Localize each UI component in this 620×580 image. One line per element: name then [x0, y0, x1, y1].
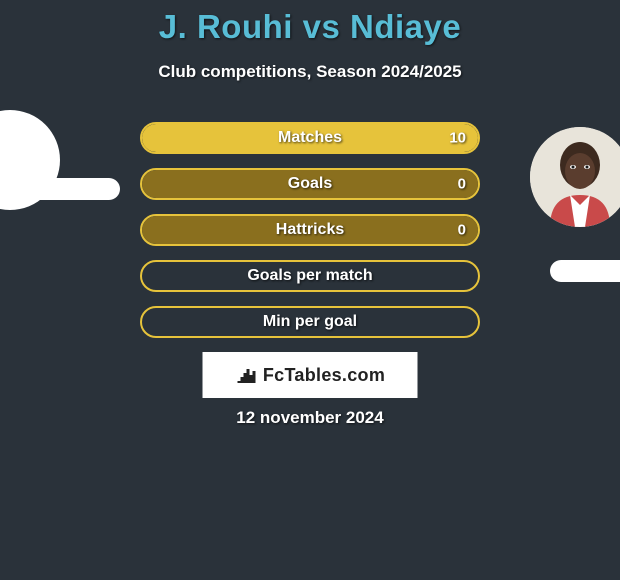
stat-label: Goals: [288, 175, 332, 193]
stat-row: Goals 0: [140, 168, 480, 200]
stat-value-right: 0: [458, 176, 466, 193]
stat-label: Matches: [278, 129, 342, 147]
page-title: J. Rouhi vs Ndiaye: [0, 0, 620, 46]
stat-rows-container: Matches 10 Goals 0 Hattricks 0 Goals per match…: [140, 122, 480, 338]
date-label: 12 november 2024: [236, 408, 383, 428]
logo-text: FcTables.com: [263, 365, 385, 386]
stat-row: Matches 10: [140, 122, 480, 154]
stat-row: Hattricks 0: [140, 214, 480, 246]
logo-box: FcTables.com: [203, 352, 418, 398]
stat-label: Hattricks: [276, 221, 344, 239]
player-right-badge: [550, 260, 620, 282]
stat-label: Goals per match: [247, 267, 372, 285]
stat-label: Min per goal: [263, 313, 357, 331]
player-right-avatar: [530, 127, 620, 227]
stat-row: Min per goal: [140, 306, 480, 338]
subtitle: Club competitions, Season 2024/2025: [0, 62, 620, 82]
stat-value-right: 10: [449, 130, 466, 147]
chart-icon: [235, 363, 259, 387]
stat-row: Goals per match: [140, 260, 480, 292]
avatar-placeholder-icon: [530, 127, 620, 227]
stat-value-right: 0: [458, 222, 466, 239]
player-left-badge: [20, 178, 120, 200]
